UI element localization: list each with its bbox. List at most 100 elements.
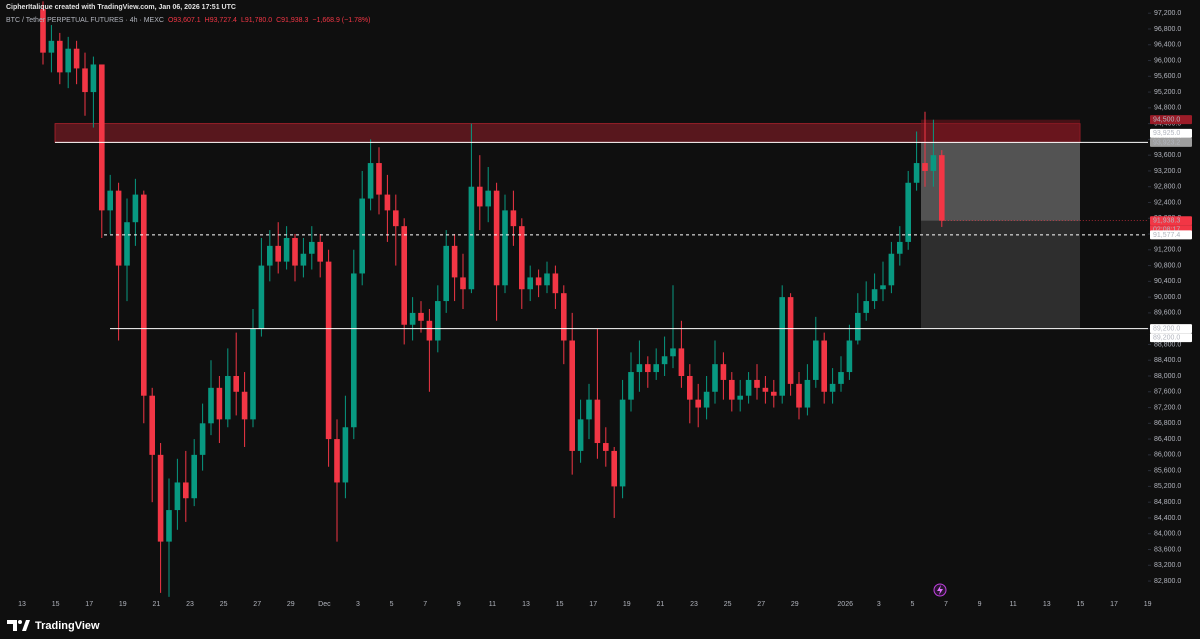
y-tick-label: 84,400.0 [1154, 515, 1181, 522]
y-tick-label: 93,600.0 [1154, 152, 1181, 159]
x-tick-label: 15 [556, 601, 564, 608]
candle-body [208, 387, 214, 424]
candle-body [720, 364, 727, 380]
candle-body [216, 387, 223, 420]
candle-body [166, 510, 172, 542]
candle-body [468, 186, 475, 290]
candle-body [787, 297, 794, 384]
candle-body [838, 372, 844, 384]
candle-body [905, 182, 911, 242]
candle-body [401, 226, 407, 325]
x-tick-label: 27 [253, 601, 261, 608]
candle-body [527, 277, 533, 290]
candles [40, 1, 945, 597]
x-tick-label: 7 [423, 601, 427, 608]
x-tick-label: Dec [318, 601, 331, 608]
candle-body [250, 328, 256, 420]
candle-body [603, 443, 609, 451]
y-tick-label: 90,000.0 [1154, 294, 1181, 301]
brand-logo [7, 620, 30, 631]
header: CipherItalique created with TradingView.… [6, 4, 236, 11]
candle-body [199, 423, 206, 455]
x-tick-label: 21 [153, 601, 161, 608]
x-tick-label: 15 [1077, 601, 1085, 608]
x-tick-label: 2026 [837, 601, 853, 608]
candle-body [804, 379, 811, 408]
x-tick-label: 17 [589, 601, 597, 608]
x-tick-label: 11 [489, 601, 496, 608]
x-tick-label: 17 [85, 601, 93, 608]
candle-body [888, 253, 895, 286]
candle-body [241, 391, 248, 420]
y-tick-label: 86,800.0 [1154, 420, 1181, 427]
candle-body [325, 261, 332, 440]
y-tick-label: 92,800.0 [1154, 184, 1181, 191]
x-tick-label: 19 [1144, 601, 1152, 608]
x-tick-label: 25 [724, 601, 732, 608]
brand: TradingView [35, 620, 100, 632]
x-tick-label: 17 [1110, 601, 1118, 608]
candle-body [485, 190, 491, 207]
candle-body [939, 155, 945, 221]
price-label-box [1150, 333, 1192, 343]
y-tick-label: 97,200.0 [1154, 10, 1181, 17]
candle-body [771, 391, 777, 396]
y-tick-label: 90,800.0 [1154, 262, 1181, 269]
x-tick-label: 21 [657, 601, 665, 608]
axes: 82,800.0 83,200.0 83,600.0 84,000.0 84,400.0… [18, 10, 1192, 608]
candle-body [443, 245, 449, 302]
candle-body [292, 237, 298, 266]
y-tick-label: 96,000.0 [1154, 57, 1181, 64]
price-label: 93,923.2 [1153, 139, 1180, 146]
candle-body [183, 482, 189, 499]
candle-body [493, 190, 500, 286]
candle-body [645, 364, 651, 373]
x-tick-label: 19 [623, 601, 631, 608]
candle-body [519, 226, 525, 290]
candle-body [821, 340, 827, 392]
candle-body [636, 364, 643, 373]
candle-body [611, 450, 617, 487]
price-label-box [1150, 115, 1192, 125]
y-tick-label: 84,000.0 [1154, 531, 1181, 538]
candle-body [628, 372, 634, 400]
x-tick-label: 9 [978, 601, 982, 608]
y-tick-label: 88,800.0 [1154, 341, 1181, 348]
candle-body [124, 222, 130, 266]
candle-body [351, 273, 357, 428]
candle-body [451, 245, 458, 278]
y-tick-label: 83,200.0 [1154, 562, 1181, 569]
candle-body [855, 312, 861, 341]
candle-body [871, 289, 878, 302]
candle-body [107, 190, 113, 211]
open-pnl-area [921, 142, 1080, 221]
y-tick-label: 87,200.0 [1154, 404, 1181, 411]
candle-body [737, 395, 743, 400]
price-label: 89,200.0 [1153, 335, 1180, 342]
candle-body [141, 194, 147, 396]
candle-body [569, 340, 575, 451]
y-tick-label: 96,800.0 [1154, 26, 1181, 33]
candle-body [384, 194, 391, 211]
candle-body [745, 379, 752, 396]
ohlc-value: −1,668.9 (−1.78%) [312, 17, 370, 24]
candle-body [367, 163, 374, 199]
y-tick-label: 95,200.0 [1154, 89, 1181, 96]
candle-body [426, 320, 433, 341]
candle-body [502, 210, 508, 286]
candle-body [233, 375, 239, 392]
candle-body [57, 40, 63, 73]
candle-body [762, 387, 769, 392]
candle-body [695, 399, 701, 408]
price-label-box [1150, 216, 1192, 226]
x-tick-label: 29 [287, 601, 295, 608]
x-tick-label: 23 [690, 601, 698, 608]
y-tick-label: 83,600.0 [1154, 546, 1181, 553]
x-tick-label: 11 [1010, 601, 1017, 608]
candle-body [460, 277, 466, 290]
y-tick-label: 82,800.0 [1154, 578, 1181, 585]
price-label: 89,200.0 [1153, 326, 1180, 333]
price-label: 93,925.0 [1153, 130, 1180, 137]
candle-body [678, 348, 685, 376]
